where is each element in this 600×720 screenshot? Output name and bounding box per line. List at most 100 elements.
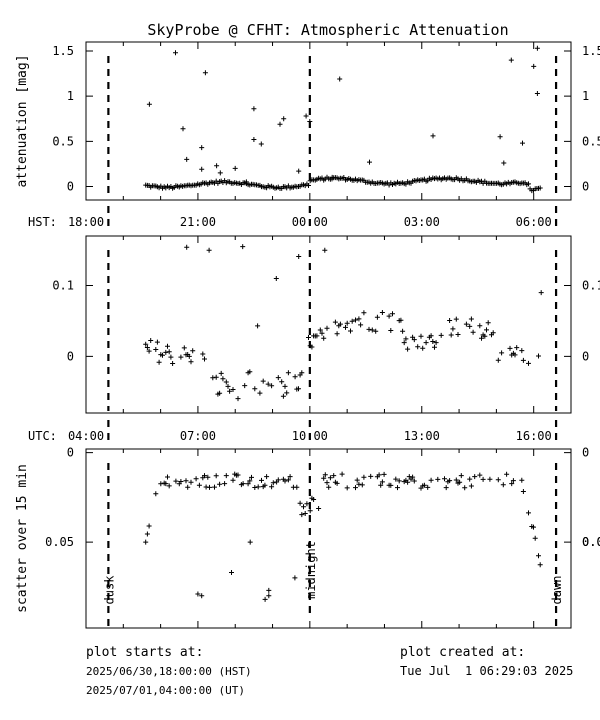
data-point <box>480 476 486 482</box>
data-point <box>401 340 407 346</box>
data-point <box>428 333 434 339</box>
data-point <box>368 473 374 479</box>
data-point <box>217 481 223 487</box>
marker-label-dusk: dusk <box>102 575 116 605</box>
data-point <box>213 374 219 380</box>
data-point <box>259 477 264 483</box>
data-point <box>359 482 365 488</box>
y-tick-label: 0.05 <box>45 535 74 549</box>
plot-start-info: plot starts at: 2025/06/30,18:00:00 (HST… <box>86 643 252 700</box>
data-point <box>395 485 400 491</box>
data-point <box>270 480 276 486</box>
data-point <box>337 76 343 82</box>
y-tick-label: 0 <box>67 179 74 193</box>
data-point <box>321 335 327 341</box>
data-point <box>520 489 526 494</box>
data-point <box>319 330 325 336</box>
data-point <box>183 478 189 484</box>
data-point <box>334 331 340 337</box>
data-point <box>275 477 281 483</box>
data-point <box>369 327 375 333</box>
data-point <box>508 57 514 63</box>
data-point <box>146 523 152 529</box>
data-point <box>324 480 330 486</box>
y-tick-label: 0.5 <box>52 134 74 148</box>
chart-panels: 0 0 0.5 0.5 1 1 1.5 1.5 attenuation [mag] 0 0 0.1 0.… <box>15 41 600 629</box>
data-point <box>258 141 264 147</box>
data-point <box>354 477 360 483</box>
data-point <box>206 247 212 253</box>
series-points <box>143 471 543 602</box>
data-point <box>462 485 468 491</box>
hst-axis-label: HST: <box>28 215 57 229</box>
data-point <box>457 479 463 485</box>
data-point <box>366 326 372 332</box>
data-point <box>405 346 411 352</box>
data-point <box>144 531 150 537</box>
data-point <box>331 473 337 479</box>
data-point <box>484 327 489 333</box>
y-tick-label: 1.5 <box>52 44 74 58</box>
data-point <box>526 181 531 187</box>
data-point <box>430 133 436 139</box>
data-point <box>153 491 159 497</box>
data-point <box>199 166 205 172</box>
data-point <box>438 332 444 338</box>
data-point <box>222 481 228 487</box>
data-point <box>217 170 223 176</box>
y-tick-label-right: 0 <box>582 179 589 193</box>
data-point <box>245 481 251 487</box>
data-point <box>282 478 288 484</box>
data-point <box>184 156 190 162</box>
data-point <box>381 471 387 477</box>
panel-frame <box>85 41 572 201</box>
data-point <box>275 375 281 381</box>
data-point <box>348 328 353 334</box>
y-tick-label-right: 1.5 <box>582 44 600 58</box>
utc-tick-label: 04:00 <box>68 429 104 443</box>
data-point <box>181 345 187 351</box>
data-point <box>165 474 170 480</box>
data-point <box>240 244 246 250</box>
data-point <box>463 321 469 327</box>
data-point <box>265 381 271 387</box>
data-point <box>144 345 150 350</box>
data-point <box>214 163 220 169</box>
data-point <box>185 484 191 490</box>
data-point <box>531 524 536 530</box>
data-point <box>284 390 290 396</box>
data-point <box>448 332 454 338</box>
data-point <box>373 328 379 334</box>
data-point <box>255 484 261 490</box>
data-point <box>526 510 531 516</box>
data-point <box>168 354 174 360</box>
data-point <box>247 539 253 545</box>
data-point <box>281 116 287 122</box>
data-point <box>269 484 275 490</box>
hst-tick-label: 18:00 <box>68 215 104 229</box>
plot-start-ut: 2025/07/01,04:00:00 (UT) <box>86 684 245 697</box>
data-point <box>186 353 192 359</box>
data-point <box>166 483 172 489</box>
data-point <box>339 471 345 477</box>
data-point <box>410 474 416 480</box>
data-point <box>230 477 236 483</box>
data-point <box>146 101 152 107</box>
data-point <box>156 359 162 365</box>
series-points <box>143 45 543 194</box>
data-point <box>418 333 424 339</box>
data-point <box>361 310 367 316</box>
data-point <box>455 332 461 337</box>
data-point <box>235 396 241 402</box>
data-point <box>519 477 525 483</box>
data-point <box>396 478 402 484</box>
data-point <box>356 316 362 322</box>
utc-tick-label: 13:00 <box>404 429 440 443</box>
data-point <box>196 482 202 488</box>
data-point <box>184 244 190 250</box>
data-point <box>255 323 261 329</box>
data-point <box>526 360 531 366</box>
data-point <box>537 562 543 568</box>
data-point <box>386 313 392 319</box>
data-point <box>210 375 216 381</box>
